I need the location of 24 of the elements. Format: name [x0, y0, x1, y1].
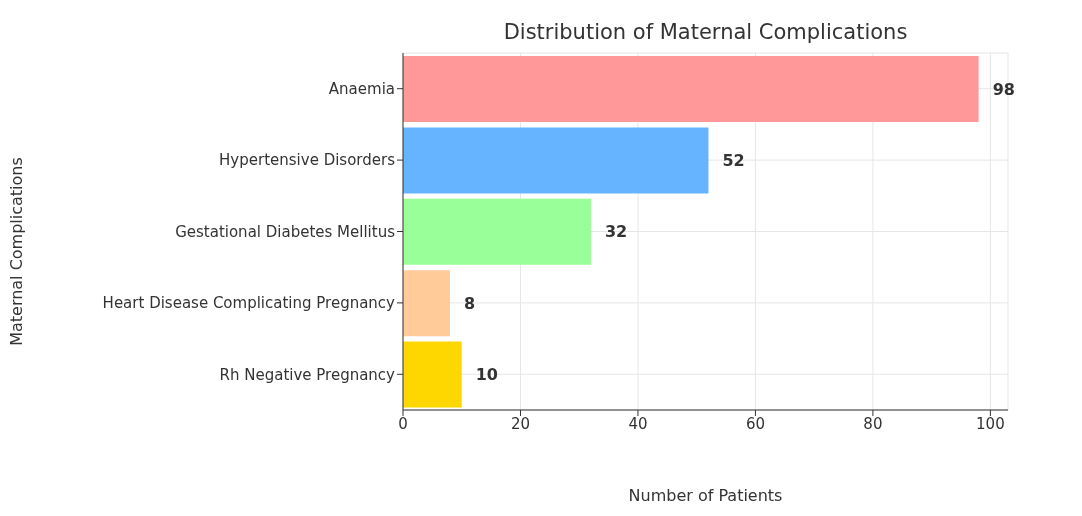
y-tick-label: Gestational Diabetes Mellitus: [175, 222, 396, 241]
x-tick-label: 40: [628, 414, 648, 433]
x-tick-label: 100: [976, 414, 1005, 433]
y-tick-label: Hypertensive Disorders: [219, 151, 396, 170]
data-label: 32: [604, 222, 628, 242]
data-label: 10: [475, 365, 498, 385]
data-label: 98: [992, 79, 1015, 99]
y-axis-title: Maternal Complications: [6, 155, 26, 348]
data-label: 8: [463, 293, 476, 313]
bar: [403, 341, 462, 408]
bar: [403, 127, 709, 194]
x-tick-label: 20: [510, 414, 531, 433]
x-tick-label: 80: [863, 414, 883, 433]
x-tick-label: 60: [745, 414, 765, 433]
bar: [403, 198, 591, 265]
data-label: 52: [722, 151, 745, 171]
bar: [403, 270, 450, 337]
x-tick-label: 0: [398, 414, 408, 433]
y-tick-label: Heart Disease Complicating Pregnancy: [102, 294, 396, 313]
y-tick-label: Rh Negative Pregnancy: [219, 365, 396, 384]
chart-title: Distribution of Maternal Complications: [502, 20, 909, 44]
y-tick-label: Anaemia: [328, 80, 395, 99]
bar: [403, 56, 979, 122]
x-axis-title: Number of Patients: [627, 486, 784, 505]
